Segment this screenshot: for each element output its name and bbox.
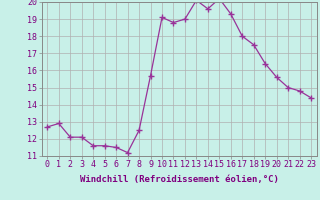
X-axis label: Windchill (Refroidissement éolien,°C): Windchill (Refroidissement éolien,°C) [80, 175, 279, 184]
